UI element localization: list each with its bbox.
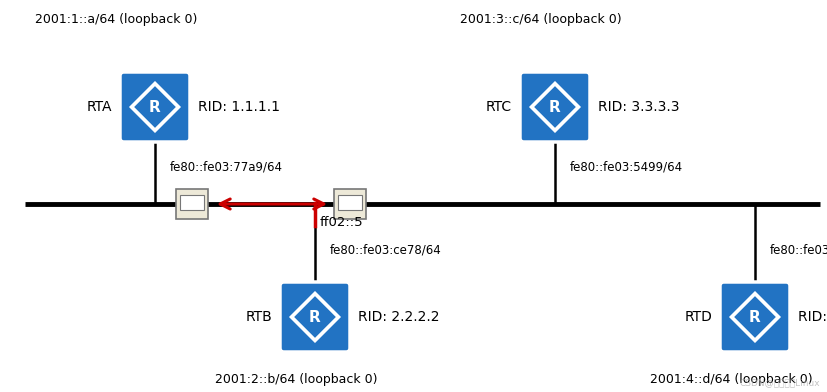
Text: RID: 4.4.4.4: RID: 4.4.4.4 xyxy=(797,310,827,324)
FancyBboxPatch shape xyxy=(176,189,208,219)
FancyBboxPatch shape xyxy=(333,189,366,219)
Text: RTD: RTD xyxy=(683,310,711,324)
FancyBboxPatch shape xyxy=(120,72,189,142)
Text: CSDN@爱网络爱Linux: CSDN@爱网络爱Linux xyxy=(739,378,819,387)
Polygon shape xyxy=(129,81,181,133)
Text: 2001:2::b/64 (loopback 0): 2001:2::b/64 (loopback 0) xyxy=(215,374,377,387)
Text: RTB: RTB xyxy=(245,310,272,324)
Polygon shape xyxy=(728,291,780,343)
Polygon shape xyxy=(292,295,337,339)
Text: 2001:3::c/64 (loopback 0): 2001:3::c/64 (loopback 0) xyxy=(460,13,621,27)
Polygon shape xyxy=(289,291,341,343)
Text: R: R xyxy=(308,310,321,325)
Text: RID: 3.3.3.3: RID: 3.3.3.3 xyxy=(597,100,679,114)
Text: fe80::fe03:28f5/64: fe80::fe03:28f5/64 xyxy=(769,243,827,256)
FancyBboxPatch shape xyxy=(519,72,590,142)
Text: R: R xyxy=(748,310,760,325)
Text: R: R xyxy=(548,100,560,114)
Text: RTA: RTA xyxy=(86,100,112,114)
Text: RTC: RTC xyxy=(485,100,511,114)
Text: 2001:1::a/64 (loopback 0): 2001:1::a/64 (loopback 0) xyxy=(35,13,197,27)
FancyBboxPatch shape xyxy=(179,195,203,210)
Polygon shape xyxy=(132,85,177,129)
Text: RID: 1.1.1.1: RID: 1.1.1.1 xyxy=(198,100,280,114)
FancyBboxPatch shape xyxy=(337,195,361,210)
Text: R: R xyxy=(149,100,160,114)
FancyBboxPatch shape xyxy=(719,282,789,352)
Text: fe80::fe03:5499/64: fe80::fe03:5499/64 xyxy=(569,160,682,174)
Polygon shape xyxy=(732,295,777,339)
Text: 2001:4::d/64 (loopback 0): 2001:4::d/64 (loopback 0) xyxy=(649,374,811,387)
Text: fe80::fe03:ce78/64: fe80::fe03:ce78/64 xyxy=(330,243,442,256)
Polygon shape xyxy=(532,85,576,129)
Text: RID: 2.2.2.2: RID: 2.2.2.2 xyxy=(357,310,439,324)
Polygon shape xyxy=(528,81,581,133)
Text: ff02::5: ff02::5 xyxy=(319,216,363,229)
FancyBboxPatch shape xyxy=(280,282,350,352)
Text: fe80::fe03:77a9/64: fe80::fe03:77a9/64 xyxy=(170,160,283,174)
